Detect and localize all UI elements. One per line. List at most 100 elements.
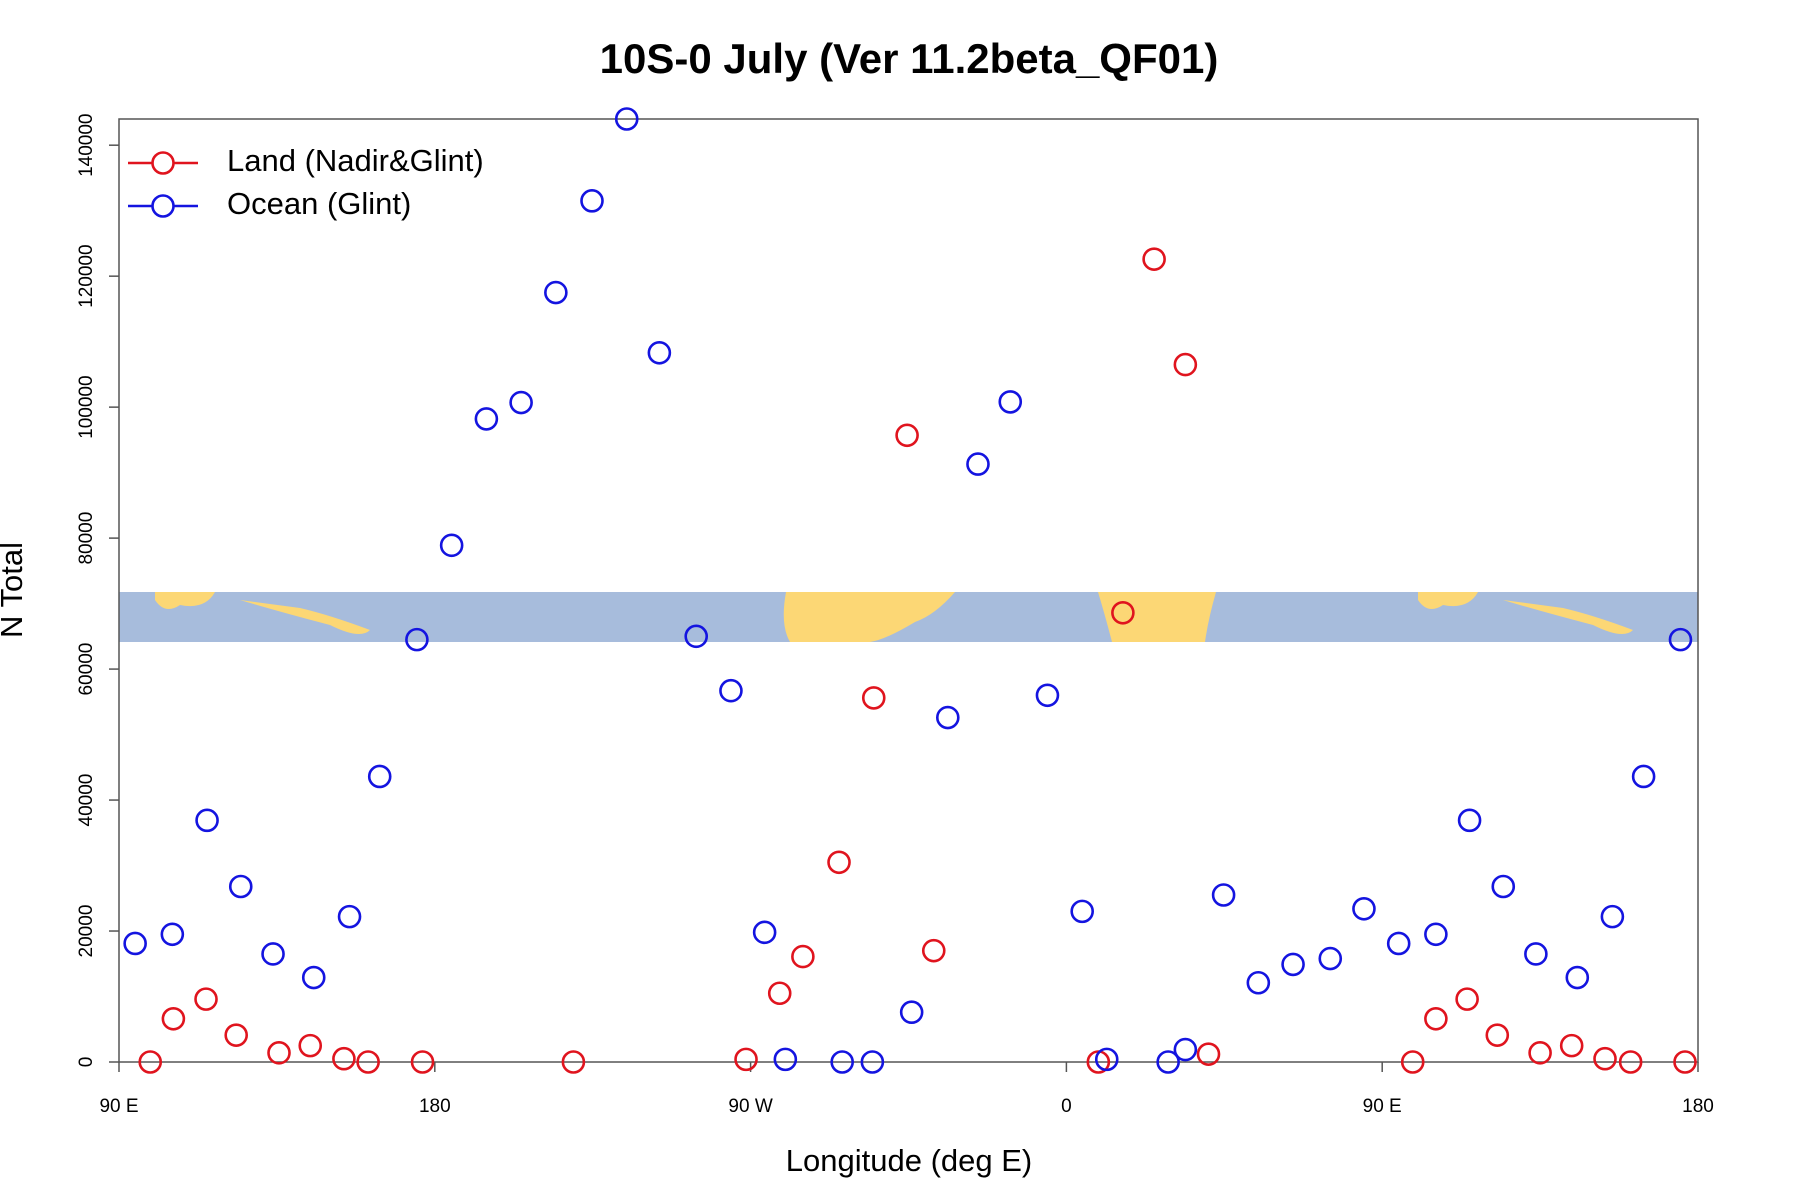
point bbox=[561, 1050, 586, 1074]
y-tick-label: 140000 bbox=[76, 113, 97, 176]
point bbox=[356, 1050, 380, 1074]
point bbox=[474, 407, 499, 431]
point bbox=[405, 627, 429, 652]
x-tick-label: 180 bbox=[1682, 1096, 1714, 1117]
map-land bbox=[155, 592, 370, 634]
y-tick-label: 60000 bbox=[76, 643, 97, 696]
point bbox=[1491, 874, 1516, 899]
y-tick-label: 100000 bbox=[76, 375, 97, 438]
point bbox=[509, 390, 533, 415]
y-tick-label: 120000 bbox=[76, 244, 97, 307]
legend-label: Ocean (Glint) bbox=[227, 186, 411, 221]
point bbox=[1211, 883, 1236, 907]
point bbox=[1386, 931, 1411, 956]
point bbox=[1455, 987, 1479, 1011]
point bbox=[773, 1047, 798, 1072]
legend-marker bbox=[151, 194, 175, 218]
x-tick-label: 90 E bbox=[99, 1096, 138, 1117]
point bbox=[966, 452, 990, 476]
x-tick-label: 180 bbox=[419, 1096, 451, 1117]
point bbox=[827, 850, 851, 875]
point bbox=[752, 920, 777, 945]
map-land bbox=[1098, 592, 1216, 642]
point bbox=[1631, 764, 1656, 789]
x-axis-label: Longitude (deg E) bbox=[786, 1143, 1032, 1178]
x-tick-label: 90 E bbox=[1363, 1096, 1402, 1117]
point bbox=[1485, 1023, 1510, 1047]
point bbox=[544, 280, 568, 305]
y-axis-label: N Total bbox=[0, 542, 29, 638]
point bbox=[580, 189, 604, 213]
map-land bbox=[1418, 592, 1633, 634]
point bbox=[298, 1033, 323, 1058]
point bbox=[160, 922, 185, 947]
point bbox=[1457, 808, 1482, 833]
y-tick-label: 80000 bbox=[76, 512, 97, 565]
point bbox=[830, 1050, 854, 1074]
point bbox=[1173, 352, 1198, 377]
point bbox=[1281, 952, 1305, 977]
point bbox=[1528, 1041, 1552, 1065]
point bbox=[1094, 1047, 1119, 1072]
point bbox=[439, 533, 464, 558]
point bbox=[1600, 904, 1625, 929]
point bbox=[1246, 970, 1271, 995]
point bbox=[921, 938, 946, 963]
y-tick-label: 20000 bbox=[76, 905, 97, 958]
point bbox=[1668, 627, 1693, 652]
point bbox=[1559, 1033, 1584, 1058]
point bbox=[1196, 1042, 1221, 1066]
point bbox=[1593, 1046, 1617, 1071]
point bbox=[161, 1006, 186, 1031]
point bbox=[261, 942, 285, 966]
point bbox=[267, 1041, 291, 1065]
point bbox=[1035, 683, 1060, 708]
point bbox=[734, 1047, 758, 1072]
point bbox=[1111, 600, 1135, 625]
point bbox=[228, 874, 253, 899]
point bbox=[684, 624, 709, 649]
point bbox=[1142, 247, 1166, 271]
map-strip bbox=[119, 592, 1698, 642]
point bbox=[899, 1000, 924, 1025]
point bbox=[301, 965, 326, 990]
x-tick-label: 0 bbox=[1061, 1096, 1072, 1117]
legend-marker bbox=[151, 151, 175, 175]
y-tick-label: 0 bbox=[76, 1057, 97, 1068]
point bbox=[998, 390, 1023, 414]
point bbox=[138, 1050, 163, 1074]
point bbox=[895, 423, 919, 448]
point bbox=[935, 705, 960, 730]
point bbox=[1673, 1050, 1697, 1074]
point bbox=[194, 987, 218, 1011]
point bbox=[337, 904, 362, 929]
map-land bbox=[783, 592, 955, 642]
point bbox=[410, 1050, 435, 1074]
point bbox=[861, 686, 886, 710]
point bbox=[1156, 1050, 1180, 1074]
point bbox=[614, 107, 639, 131]
point bbox=[123, 931, 147, 956]
point bbox=[719, 678, 743, 703]
plot-frame bbox=[118, 118, 1699, 1063]
point bbox=[1524, 942, 1548, 966]
point bbox=[195, 808, 219, 833]
point bbox=[224, 1023, 248, 1047]
legend-label: Land (Nadir&Glint) bbox=[227, 143, 484, 178]
chart-title: 10S-0 July (Ver 11.2beta_QF01) bbox=[600, 35, 1219, 82]
point bbox=[1070, 899, 1094, 924]
point bbox=[1352, 896, 1376, 921]
point bbox=[367, 764, 392, 789]
point bbox=[332, 1046, 356, 1071]
y-tick-label: 40000 bbox=[76, 774, 97, 827]
point bbox=[1565, 965, 1590, 990]
point bbox=[1400, 1050, 1425, 1074]
point bbox=[860, 1050, 885, 1074]
point bbox=[767, 981, 792, 1006]
x-tick-label: 90 W bbox=[728, 1096, 772, 1117]
point bbox=[1618, 1050, 1643, 1074]
point bbox=[1318, 946, 1343, 971]
point bbox=[791, 944, 815, 969]
point bbox=[1424, 922, 1448, 947]
